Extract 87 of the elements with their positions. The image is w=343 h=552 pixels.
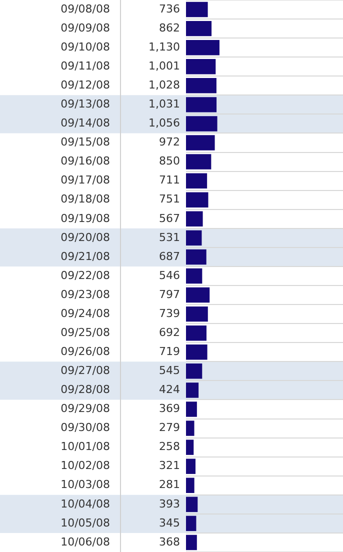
y-tick-label: 10/01/08 xyxy=(60,440,110,454)
data-label: 567 xyxy=(159,212,180,225)
data-label: 345 xyxy=(159,516,180,530)
y-tick-label: 09/09/08 xyxy=(60,21,110,34)
y-tick-label: 09/23/08 xyxy=(60,288,110,301)
y-tick-label: 09/29/08 xyxy=(60,402,110,416)
data-label: 368 xyxy=(159,535,180,548)
bar xyxy=(186,20,212,36)
y-tick-label: 09/21/08 xyxy=(60,250,110,263)
y-tick-label: 09/10/08 xyxy=(60,40,110,54)
y-tick-label: 09/27/08 xyxy=(60,364,110,378)
y-tick-label: 09/16/08 xyxy=(60,154,110,168)
bar xyxy=(186,496,198,512)
data-label: 321 xyxy=(159,459,180,472)
y-tick-label: 09/28/08 xyxy=(60,383,110,396)
bar xyxy=(186,534,197,550)
data-label: 531 xyxy=(159,230,180,244)
y-tick-label: 09/08/08 xyxy=(60,2,110,16)
data-label: 393 xyxy=(159,497,180,510)
y-tick-label: 09/19/08 xyxy=(60,212,110,225)
y-tick-label: 09/22/08 xyxy=(60,268,110,282)
data-label: 1,028 xyxy=(148,78,180,92)
y-tick-label: 09/26/08 xyxy=(60,344,110,358)
y-tick-label: 10/05/08 xyxy=(60,516,110,530)
data-label: 719 xyxy=(159,344,180,358)
bar xyxy=(186,135,215,150)
y-tick-label: 09/20/08 xyxy=(60,230,110,244)
y-tick-label: 10/03/08 xyxy=(60,478,110,492)
y-tick-label: 09/14/08 xyxy=(60,116,110,130)
data-label: 736 xyxy=(159,2,180,16)
data-label: 692 xyxy=(159,326,180,339)
y-tick-label: 09/18/08 xyxy=(60,192,110,206)
data-label: 972 xyxy=(159,136,180,149)
data-label: 739 xyxy=(159,306,180,320)
y-tick-label: 09/25/08 xyxy=(60,326,110,339)
bar xyxy=(186,173,208,188)
bar xyxy=(186,59,216,74)
data-label: 279 xyxy=(159,421,180,434)
y-tick-label: 09/24/08 xyxy=(60,306,110,320)
data-label: 1,130 xyxy=(148,40,180,54)
bar xyxy=(186,78,216,94)
data-label: 797 xyxy=(159,288,180,301)
data-label: 1,056 xyxy=(148,116,180,130)
data-label: 711 xyxy=(159,174,180,187)
bar xyxy=(186,116,218,132)
bar xyxy=(186,306,208,322)
data-label: 546 xyxy=(159,268,180,282)
y-tick-label: 09/15/08 xyxy=(60,136,110,149)
y-tick-label: 10/04/08 xyxy=(60,497,110,510)
bar xyxy=(186,40,220,56)
data-label: 1,001 xyxy=(148,59,180,72)
data-label: 687 xyxy=(159,250,180,263)
bar xyxy=(186,287,210,303)
y-tick-label: 10/06/08 xyxy=(60,535,110,548)
y-tick-label: 09/12/08 xyxy=(60,78,110,92)
bar xyxy=(186,382,199,398)
bar xyxy=(186,458,196,474)
bar xyxy=(186,2,208,18)
bar xyxy=(186,344,208,360)
data-label: 258 xyxy=(159,440,180,454)
bar xyxy=(186,478,194,493)
bar xyxy=(186,516,196,532)
bar xyxy=(186,211,203,227)
y-tick-label: 09/30/08 xyxy=(60,421,110,434)
bar xyxy=(186,154,212,170)
bar xyxy=(186,192,208,208)
bar xyxy=(186,364,202,379)
data-label: 424 xyxy=(159,383,180,396)
bar xyxy=(186,97,217,112)
bar xyxy=(186,230,202,246)
y-tick-label: 09/13/08 xyxy=(60,98,110,111)
data-label: 369 xyxy=(159,402,180,416)
data-label: 1,031 xyxy=(148,98,180,111)
y-tick-label: 10/02/08 xyxy=(60,459,110,472)
bar xyxy=(186,440,194,455)
bar xyxy=(186,249,206,265)
bar xyxy=(186,268,202,284)
data-label: 862 xyxy=(159,21,180,34)
data-label: 281 xyxy=(159,478,180,492)
data-label: 545 xyxy=(159,364,180,378)
y-tick-label: 09/17/08 xyxy=(60,174,110,187)
data-label: 751 xyxy=(159,192,180,206)
bar xyxy=(186,402,197,417)
bar xyxy=(186,420,194,436)
data-label: 850 xyxy=(159,154,180,168)
bar xyxy=(186,325,206,341)
y-tick-label: 09/11/08 xyxy=(60,59,110,72)
